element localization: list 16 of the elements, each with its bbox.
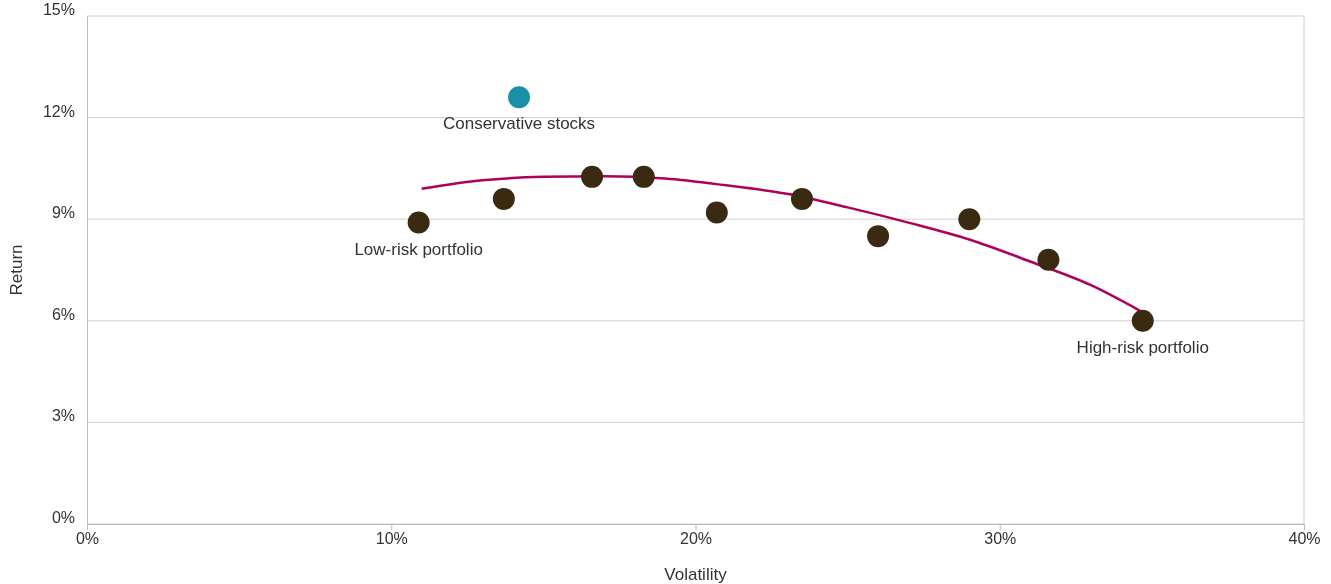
annotation: High-risk portfolio: [1076, 337, 1209, 357]
annotation: Conservative stocks: [442, 114, 596, 134]
y-tick-label: 6%: [51, 305, 75, 323]
x-tick-label: 30%: [984, 530, 1017, 548]
y-axis-title: Return: [7, 244, 26, 296]
x-tick-label: 10%: [375, 530, 408, 548]
y-tick-label: 3%: [51, 407, 75, 425]
y-tick-label: 0%: [51, 508, 75, 526]
x-tick-label: 0%: [75, 530, 100, 548]
y-tick-label: 12%: [42, 102, 75, 120]
y-tick-label: 9%: [51, 204, 75, 222]
x-axis-title: Volatility: [664, 565, 728, 584]
y-tick-label: 15%: [42, 0, 75, 18]
annotation: Low-risk portfolio: [354, 239, 483, 259]
x-tick-label: 20%: [679, 530, 713, 548]
x-tick-label: 40%: [1288, 530, 1321, 548]
